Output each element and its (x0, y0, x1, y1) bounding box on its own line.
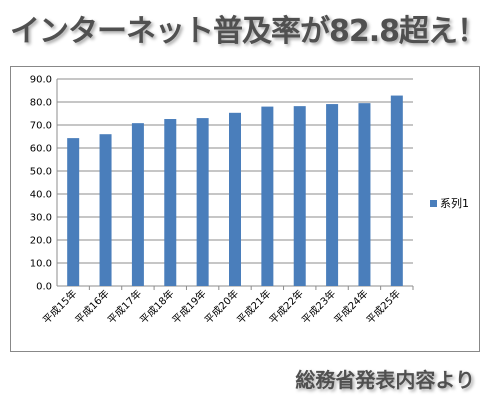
x-tick-label: 平成18年 (137, 287, 176, 326)
x-tick-label: 平成23年 (299, 287, 338, 326)
x-tick-label: 平成22年 (266, 287, 305, 326)
y-tick-label: 80.0 (30, 98, 52, 109)
x-tick-label: 平成25年 (364, 287, 403, 326)
bar (293, 106, 306, 286)
bar (131, 123, 144, 286)
x-tick-label: 平成15年 (40, 287, 79, 326)
source-note: 総務省発表内容より (295, 368, 475, 392)
bar (164, 119, 177, 286)
y-tick-label: 30.0 (30, 213, 52, 224)
x-tick-label: 平成17年 (105, 287, 144, 326)
bar (390, 95, 403, 286)
x-tick-label: 平成19年 (169, 287, 208, 326)
y-tick-label: 90.0 (30, 75, 52, 86)
legend-label: 系列1 (440, 196, 469, 210)
bar (67, 138, 80, 286)
x-tick-label: 平成16年 (72, 287, 111, 326)
y-tick-label: 10.0 (30, 259, 52, 270)
y-tick-label: 0.0 (36, 282, 52, 293)
bar (196, 118, 209, 286)
y-tick-label: 40.0 (30, 190, 52, 201)
y-tick-label: 50.0 (30, 167, 52, 178)
bar (358, 103, 371, 287)
chart-area: 0.0 10.0 20.0 30.0 40.0 50.0 60.0 70.0 80.0 90.0 平… (10, 66, 480, 352)
bar (261, 106, 274, 286)
bar (99, 134, 112, 286)
bar (229, 112, 241, 286)
y-tick-label: 20.0 (30, 236, 52, 247)
x-tick-label: 平成24年 (331, 287, 370, 326)
bar-chart: 0.0 10.0 20.0 30.0 40.0 50.0 60.0 70.0 80.0 90.0 平… (30, 75, 469, 327)
legend-swatch (430, 200, 437, 207)
bar (326, 104, 339, 286)
y-tick-label: 70.0 (30, 121, 52, 132)
x-tick-label: 平成20年 (202, 287, 241, 326)
headline: インターネット普及率が82.8超え！ (10, 14, 487, 49)
y-tick-label: 60.0 (30, 144, 52, 155)
x-tick-label: 平成21年 (234, 287, 273, 326)
